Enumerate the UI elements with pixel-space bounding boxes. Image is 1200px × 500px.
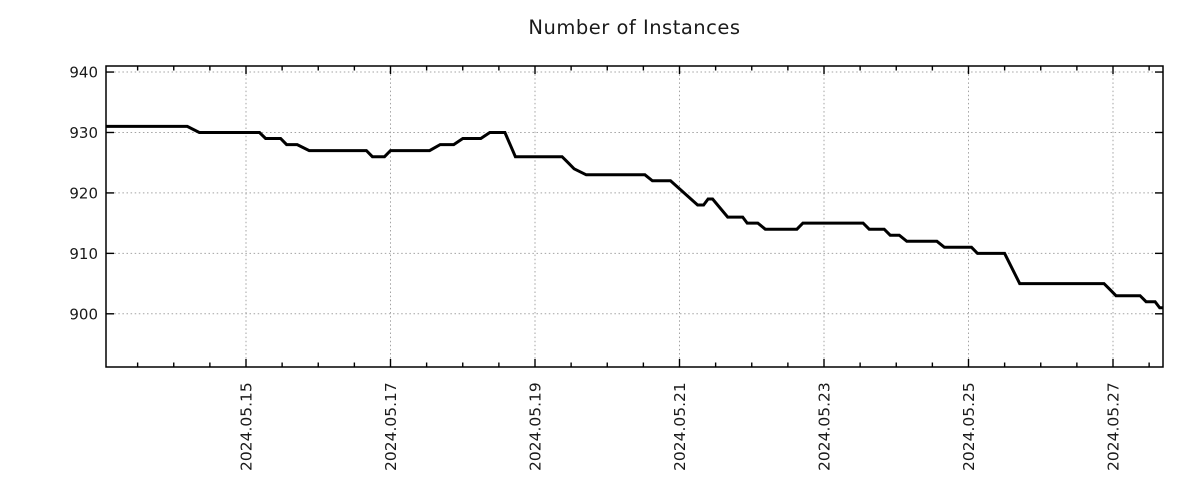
x-tick-label: 2024.05.19 — [527, 382, 545, 471]
y-tick-label: 910 — [69, 245, 98, 263]
y-tick-label: 920 — [69, 184, 98, 202]
x-tick-label: 2024.05.25 — [960, 382, 978, 471]
x-tick-label: 2024.05.17 — [382, 382, 400, 471]
y-tick-label: 900 — [69, 305, 98, 323]
instances-line — [106, 124, 1163, 310]
x-tick-label: 2024.05.23 — [816, 382, 834, 471]
x-tick-label: 2024.05.15 — [238, 382, 256, 471]
x-tick-label: 2024.05.27 — [1105, 382, 1123, 471]
y-tick-label: 940 — [69, 64, 98, 82]
x-tick-label: 2024.05.21 — [671, 382, 689, 471]
plot-border — [105, 65, 1164, 368]
y-tick-label: 930 — [69, 124, 98, 142]
chart-title: Number of Instances — [528, 16, 741, 39]
